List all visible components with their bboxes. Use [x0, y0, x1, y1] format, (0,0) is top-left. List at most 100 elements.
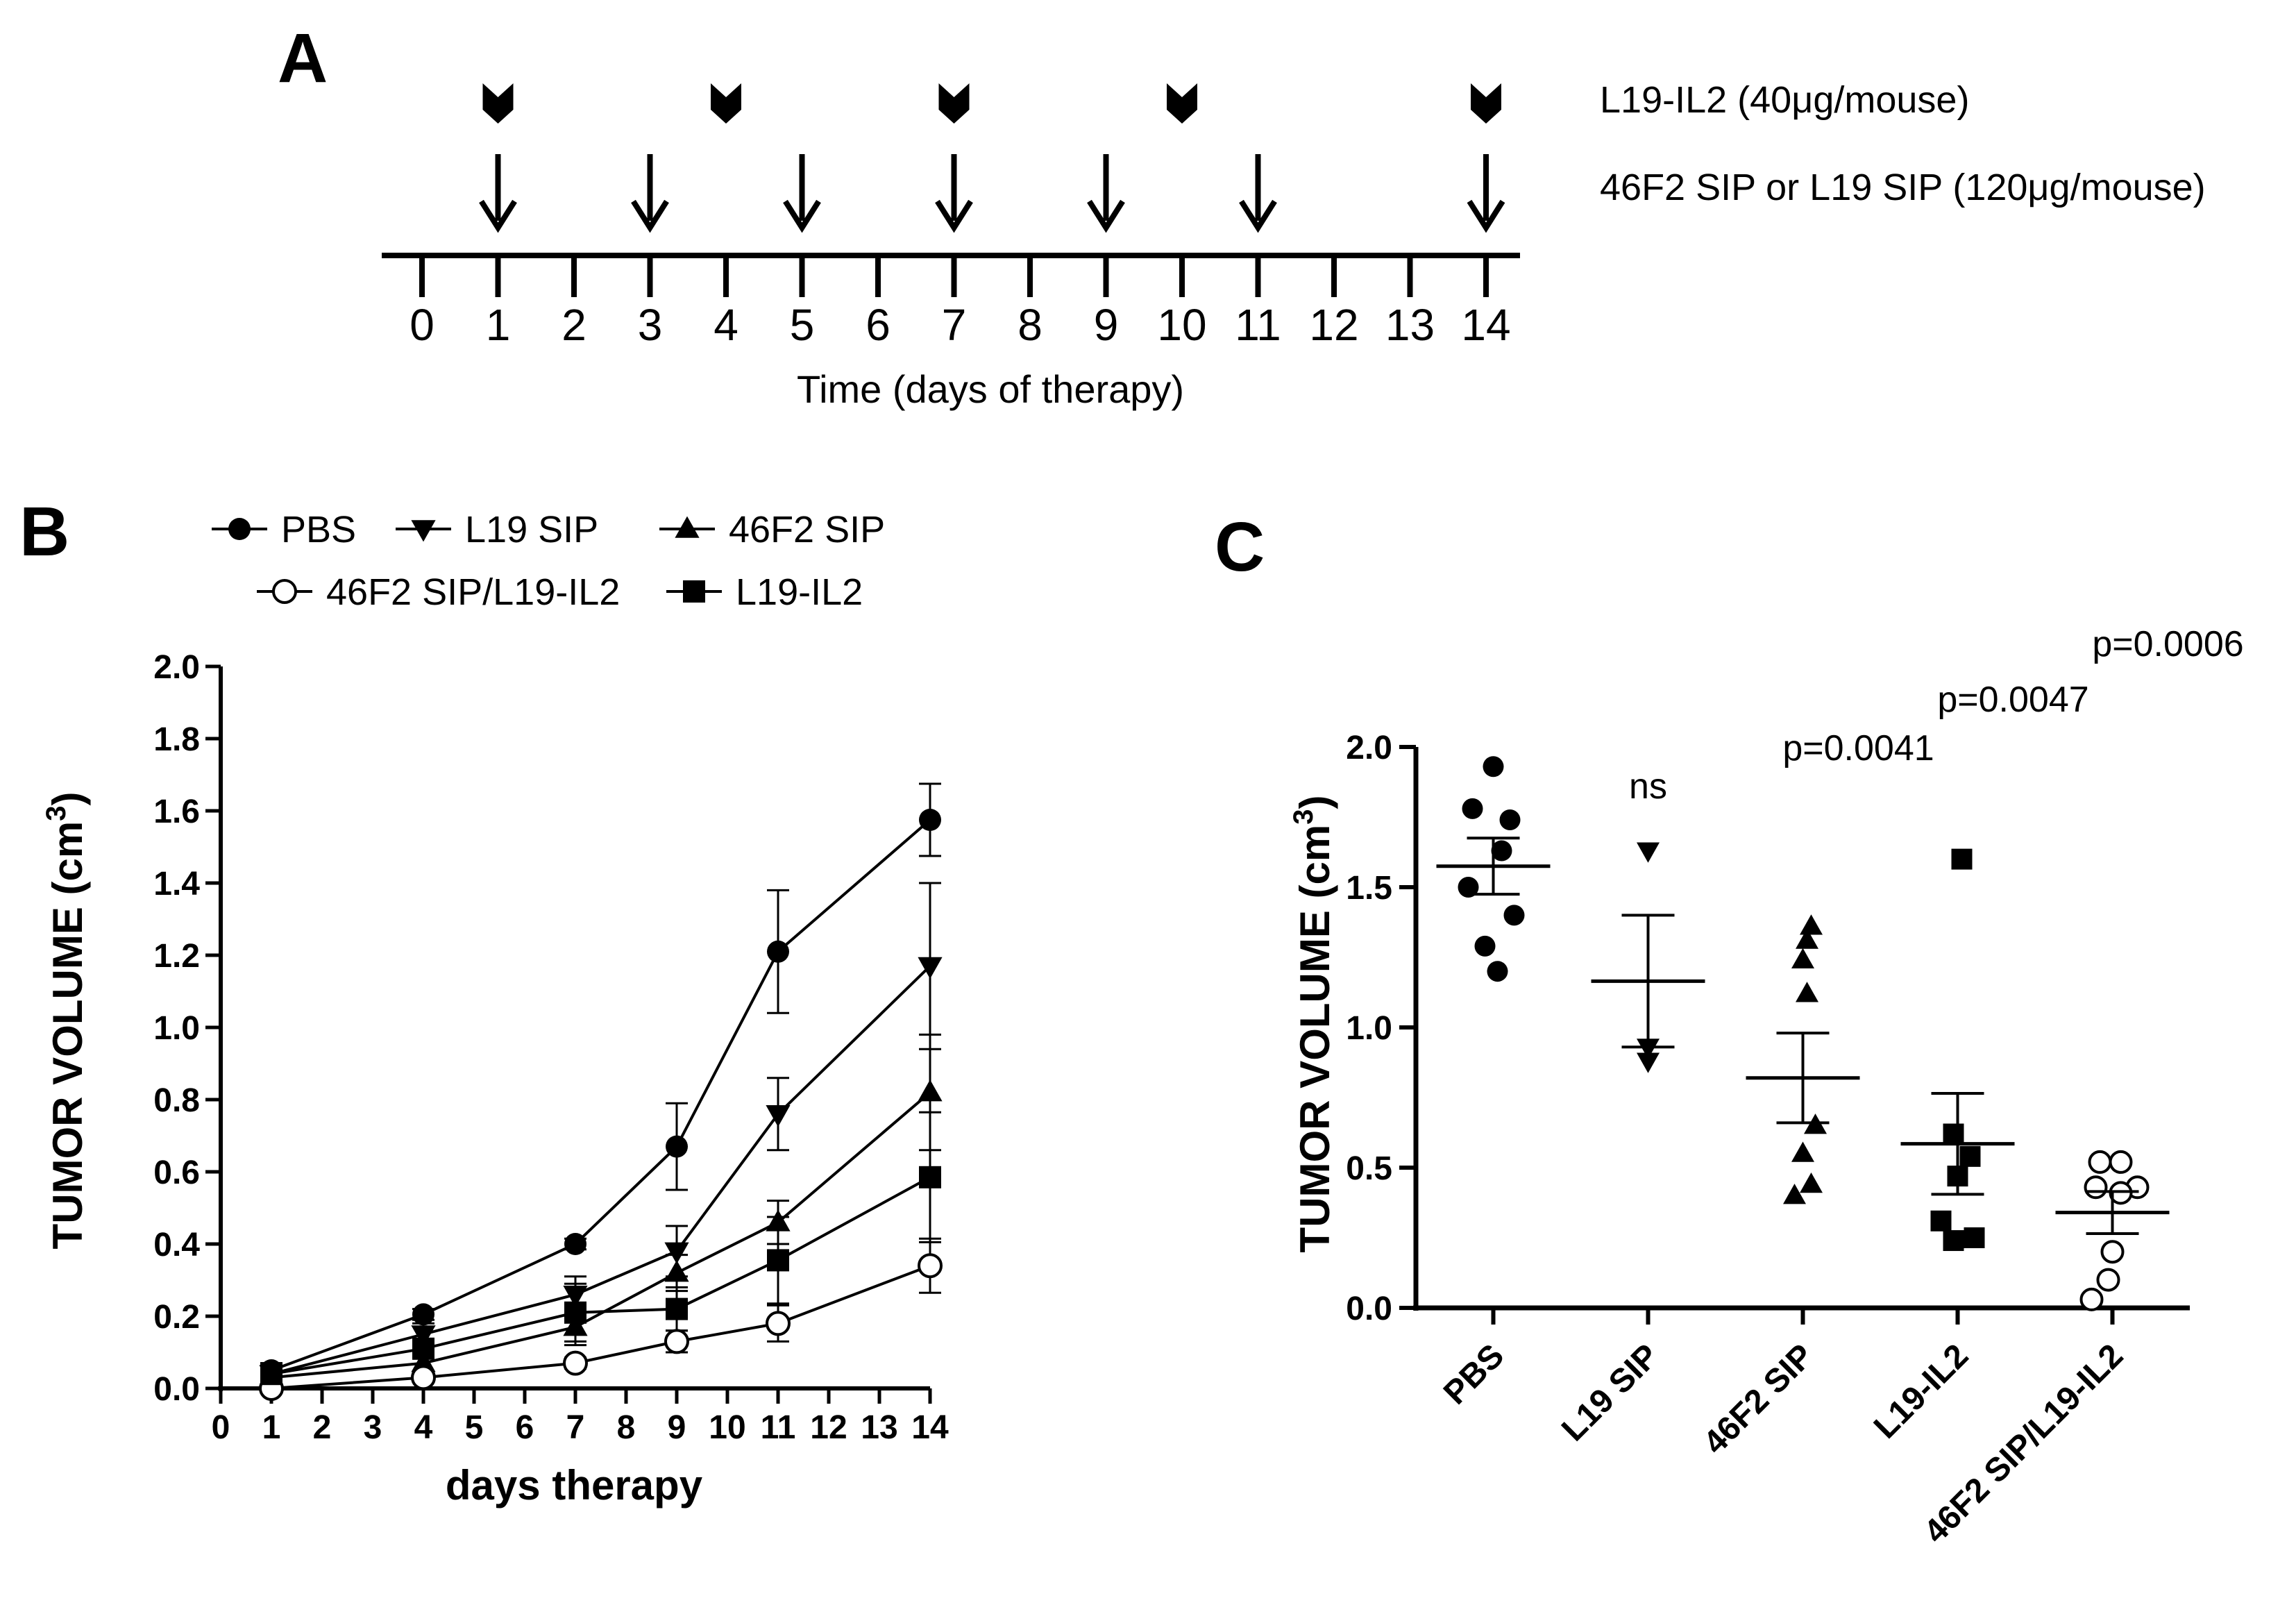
line-chart-x-tick-label-12: 12 — [810, 1409, 847, 1446]
line-chart-y-tick-label-0.8: 0.8 — [153, 1082, 200, 1119]
timeline-tick-label-1: 1 — [486, 300, 511, 350]
dot-plot-y-axis-title: TUMOR VOLUME (cm3) — [1288, 796, 1338, 1253]
sip-dose-arrow-head-day-7 — [935, 199, 973, 233]
line-chart-x-tick-label-5: 5 — [465, 1409, 484, 1446]
timeline-tick-label-6: 6 — [866, 300, 890, 350]
line-chart-x-tick-label-10: 10 — [709, 1409, 745, 1446]
data-point-pbs-day-9 — [666, 1135, 688, 1158]
line-chart-x-tick-label-14: 14 — [911, 1409, 949, 1446]
legend-marker-l19-sip — [411, 520, 436, 542]
timeline-tick-label-7: 7 — [942, 300, 967, 350]
scatter-point-46f2-sip-l19-il2-7 — [2096, 1268, 2120, 1292]
il2-dose-marker-day-1 — [482, 83, 514, 124]
data-point-46f2-sip-l19-il2-day-14 — [918, 1253, 943, 1279]
data-point-46f2-sip-day-9 — [664, 1260, 689, 1282]
scatter-point-pbs-5 — [1458, 877, 1479, 898]
scatter-point-46f2-sip-l19-il2-8 — [2079, 1287, 2104, 1311]
line-chart-x-tick-label-2: 2 — [313, 1409, 332, 1446]
il2-dose-marker-day-4 — [711, 83, 741, 124]
line-series-46f2-sip — [271, 1091, 931, 1379]
data-point-46f2-sip-day-4 — [411, 1350, 436, 1372]
data-point-46f2-sip-l19-il2-day-11 — [766, 1311, 791, 1336]
sip-dosing-label: 46F2 SIP or L19 SIP (120μg/mouse) — [1600, 167, 2206, 208]
scatter-point-pbs-8 — [1487, 961, 1508, 982]
panel-letter-a: A — [278, 19, 328, 97]
scatter-point-pbs-6 — [1503, 905, 1525, 926]
scatter-point-46f2-sip-l19-il2-3 — [2084, 1175, 2108, 1200]
legend-label-46f2-sip: 46F2 SIP — [729, 509, 885, 551]
scatter-point-l19-il2-5 — [1930, 1210, 1952, 1232]
line-chart-legend: PBS L19 SIP 46F2 SIP 46F2 SIP/L19-IL2 L19-IL… — [212, 509, 885, 613]
data-point-l19-sip-day-4 — [411, 1325, 436, 1347]
timeline-tick-label-8: 8 — [1018, 300, 1043, 350]
line-chart-x-tick-label-7: 7 — [566, 1409, 585, 1446]
timeline-tick-label-10: 10 — [1157, 300, 1206, 350]
scatter-point-l19-il2-1 — [1951, 848, 1973, 870]
line-chart-y-tick-label-0.4: 0.4 — [153, 1227, 200, 1263]
data-point-46f2-sip-l19-il2-day-9 — [664, 1329, 689, 1354]
sip-dose-arrow-head-day-14 — [1467, 199, 1505, 233]
scatter-point-46f2-sip-2 — [1796, 928, 1818, 949]
tumor-volume-dot-plot: 0.0 0.5 1.0 1.5 2.0 ns p=0.0041p=0.0047p=0.00… — [1288, 624, 2244, 1551]
line-chart-x-tick-label-8: 8 — [617, 1409, 636, 1446]
scatter-point-l19-sip-2 — [1637, 1039, 1660, 1059]
line-series-l19-sip — [271, 965, 931, 1376]
dot-plot-category-label-l19-sip: L19 SIP — [1555, 1337, 1666, 1448]
timeline-tick-label-5: 5 — [790, 300, 815, 350]
line-chart-x-tick-label-3: 3 — [364, 1409, 382, 1446]
dot-plot-y-tick-label-0.0: 0.0 — [1346, 1291, 1392, 1327]
line-series-pbs — [271, 818, 931, 1372]
data-point-pbs-day-7 — [564, 1233, 586, 1255]
significance-l19-sip: ns — [1629, 766, 1667, 807]
timeline-tick-label-14: 14 — [1461, 300, 1510, 350]
line-chart-x-tick-label-9: 9 — [668, 1409, 686, 1446]
timeline-tick-label-13: 13 — [1385, 300, 1435, 350]
legend-label-pbs: PBS — [281, 509, 356, 551]
data-point-l19-sip-day-11 — [766, 1105, 791, 1127]
timeline-tick-label-3: 3 — [638, 300, 663, 350]
il2-dose-marker-day-7 — [938, 83, 970, 124]
line-chart-y-tick-label-2.0: 2.0 — [153, 649, 200, 686]
scatter-point-46f2-sip-1 — [1800, 914, 1823, 935]
line-chart-y-tick-label-1.0: 1.0 — [153, 1010, 200, 1047]
legend-marker-pbs — [228, 518, 251, 540]
legend-marker-46f2-sip-l19-il2 — [272, 579, 297, 604]
dot-plot-y-tick-label-0.5: 0.5 — [1346, 1150, 1392, 1187]
line-chart-x-tick-label-11: 11 — [761, 1409, 796, 1446]
scatter-point-46f2-sip-l19-il2-5 — [2109, 1181, 2133, 1205]
line-chart-x-tick-label-0: 0 — [212, 1409, 230, 1446]
line-chart-y-tick-label-1.6: 1.6 — [153, 793, 200, 830]
sip-dose-arrow-head-day-9 — [1087, 199, 1125, 233]
scatter-point-pbs-7 — [1474, 935, 1496, 957]
scatter-point-l19-sip-3 — [1637, 1052, 1660, 1073]
line-chart-y-tick-label-0.0: 0.0 — [153, 1371, 200, 1408]
data-point-46f2-sip-day-11 — [766, 1209, 791, 1232]
data-point-l19-il2-day-9 — [666, 1297, 688, 1320]
timeline-tick-label-12: 12 — [1309, 300, 1358, 350]
sip-dose-arrow-head-day-1 — [479, 199, 517, 233]
il2-dosing-label: L19-IL2 (40μg/mouse) — [1600, 79, 1969, 121]
scatter-point-pbs-1 — [1483, 756, 1504, 778]
significance-l19-il2: p=0.0047 — [1937, 680, 2088, 720]
legend-label-l19-sip: L19 SIP — [465, 509, 598, 551]
line-chart-x-tick-label-13: 13 — [861, 1409, 897, 1446]
line-series-46f2-sip-l19-il2 — [271, 1264, 931, 1390]
line-chart-y-tick-label-1.2: 1.2 — [153, 938, 200, 975]
timeline-tick-label-0: 0 — [410, 300, 434, 350]
legend-marker-l19-il2 — [683, 580, 705, 603]
scatter-point-pbs-2 — [1462, 798, 1483, 819]
data-point-46f2-sip-day-7 — [563, 1314, 588, 1336]
line-series-l19-il2 — [271, 1176, 931, 1376]
il2-dose-marker-day-10 — [1167, 83, 1197, 124]
line-chart-y-axis-title: TUMOR VOLUME (cm3) — [41, 792, 91, 1250]
line-chart-x-tick-label-6: 6 — [516, 1409, 534, 1446]
scatter-point-46f2-sip-8 — [1783, 1184, 1806, 1204]
data-point-l19-il2-day-14 — [919, 1166, 941, 1188]
scatter-point-pbs-4 — [1491, 840, 1512, 862]
scatter-point-46f2-sip-l19-il2-1 — [2088, 1150, 2112, 1174]
line-chart-x-tick-label-4: 4 — [414, 1409, 433, 1446]
dot-plot-category-label-l19-il2: L19-IL2 — [1867, 1337, 1975, 1445]
data-point-46f2-sip-day-14 — [918, 1079, 943, 1102]
legend-label-46f2-sip-l19-il2: 46F2 SIP/L19-IL2 — [326, 571, 620, 613]
